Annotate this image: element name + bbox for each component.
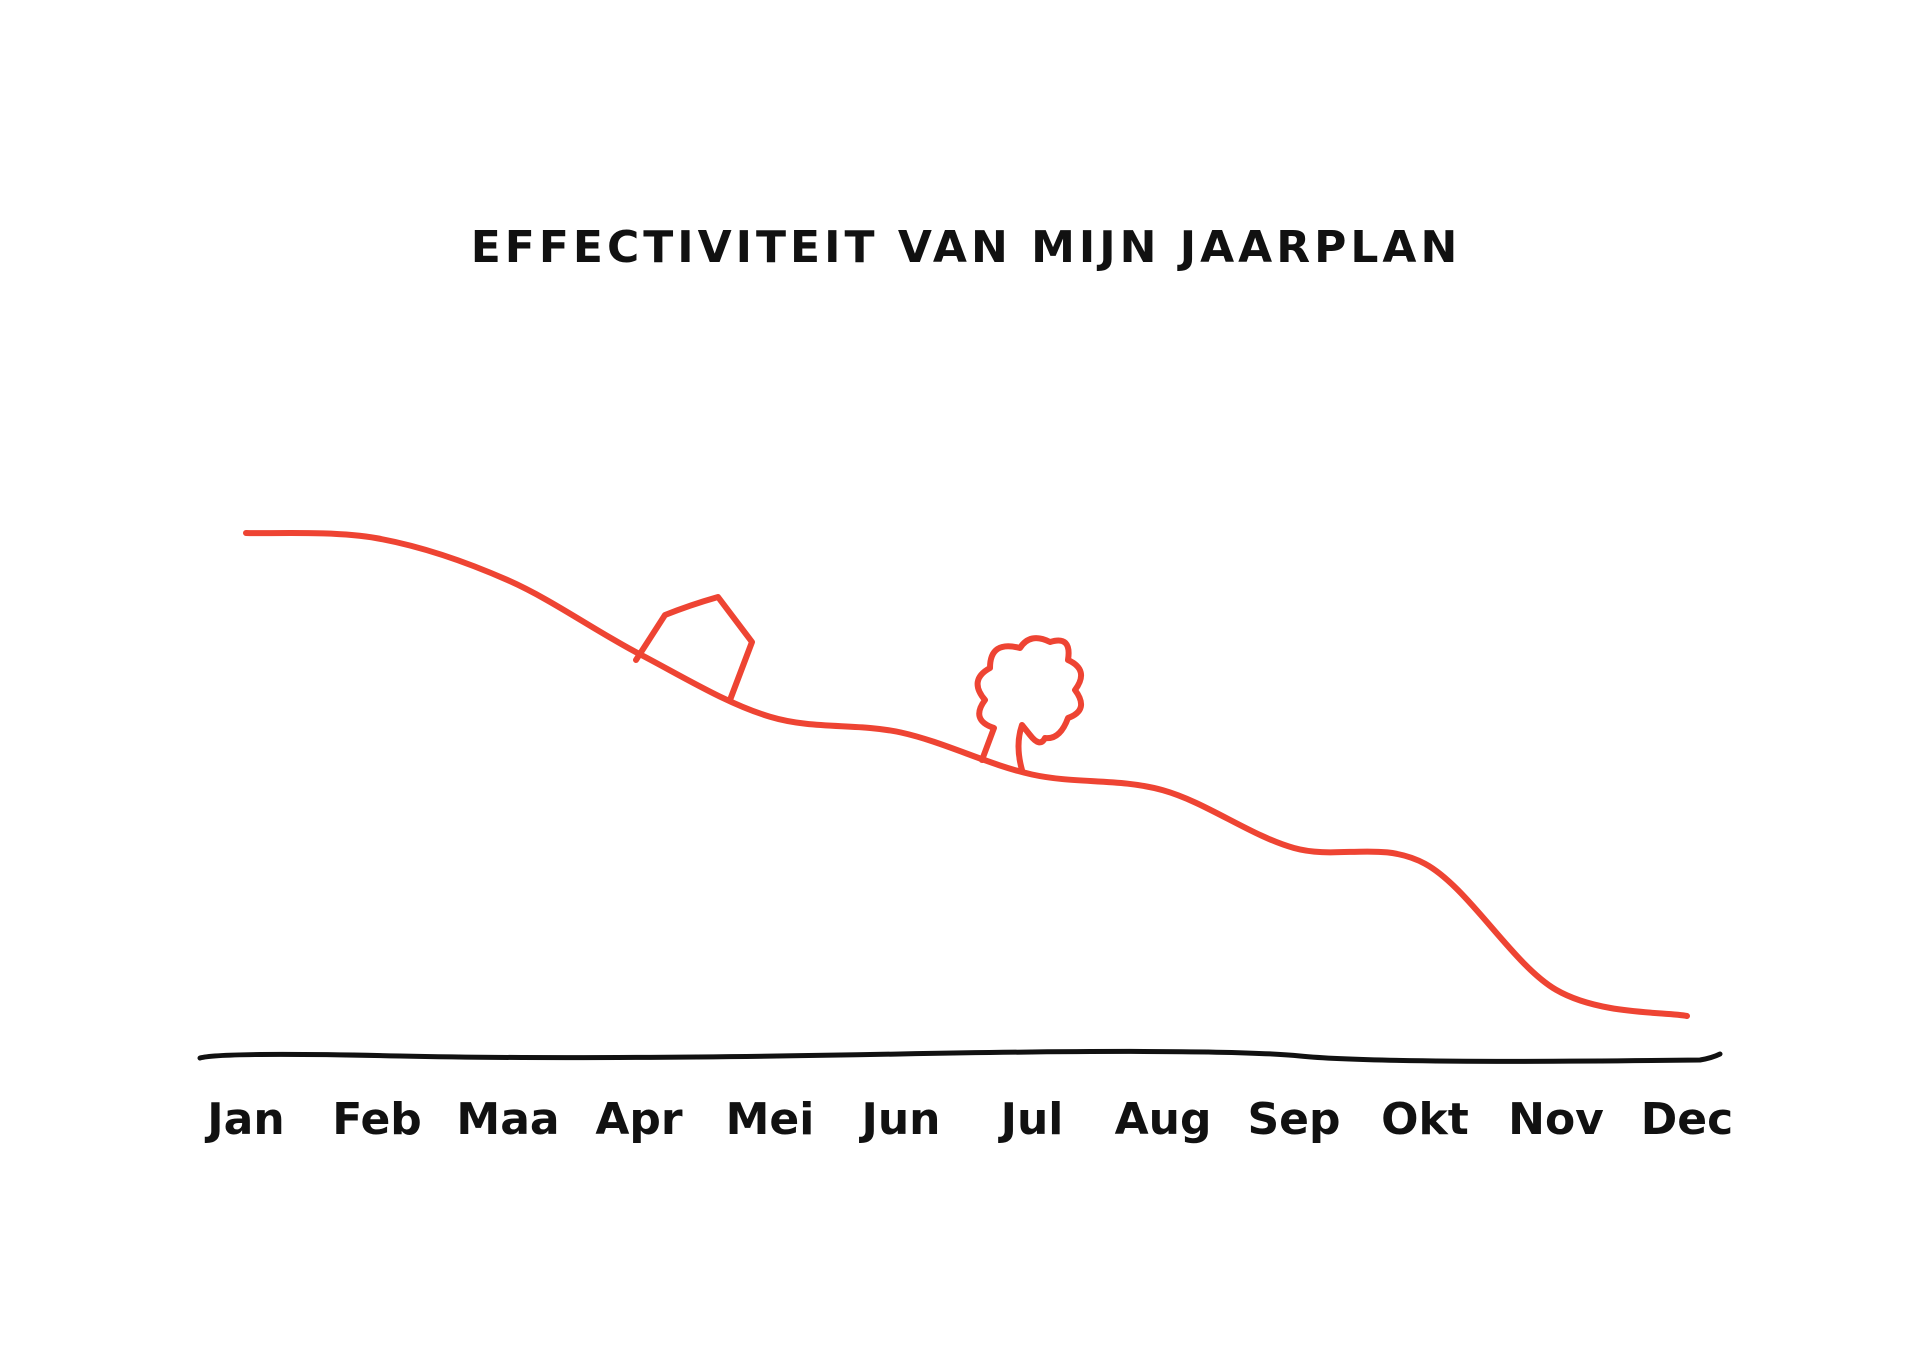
decorations — [633, 594, 1085, 773]
x-tick-label: Mei — [726, 1094, 815, 1145]
x-tick-label: Aug — [1115, 1094, 1212, 1145]
chart-title: EFFECTIVITEIT VAN MIJN JAARPLAN — [471, 222, 1462, 273]
x-tick-label: Okt — [1381, 1094, 1469, 1145]
x-tick-label: Nov — [1508, 1094, 1604, 1145]
tree-sketch — [974, 635, 1085, 773]
baseline — [197, 1048, 1723, 1064]
x-tick-label: Maa — [456, 1094, 559, 1145]
x-tick-label: Jun — [858, 1094, 940, 1145]
x-tick-label: Apr — [595, 1094, 683, 1145]
x-tick-label: Sep — [1247, 1094, 1340, 1145]
house-sketch — [633, 594, 755, 703]
x-tick-label: Jul — [998, 1094, 1064, 1145]
x-tick-label: Feb — [332, 1094, 422, 1145]
x-tick-label: Dec — [1641, 1094, 1733, 1145]
x-tick-label: Jan — [204, 1094, 284, 1145]
line — [243, 529, 1690, 1019]
